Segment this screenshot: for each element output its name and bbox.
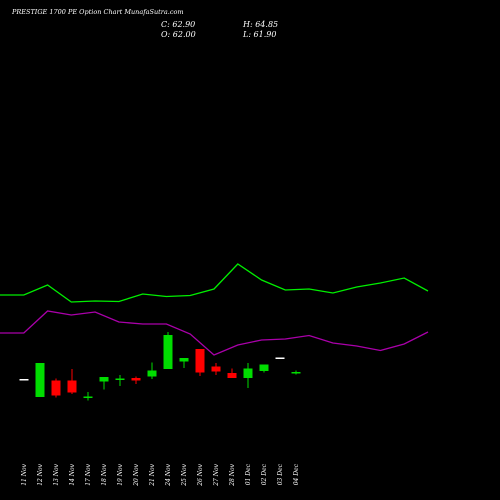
candle <box>211 363 221 375</box>
candle <box>179 358 189 368</box>
candle-body <box>243 368 253 378</box>
candle <box>243 363 253 388</box>
x-tick-label: 26 Nov <box>197 463 204 486</box>
candle-body <box>259 364 269 371</box>
candle-body <box>131 378 141 381</box>
candle <box>115 375 125 386</box>
candle <box>195 349 205 376</box>
candle <box>83 392 93 401</box>
x-tick-label: 12 Nov <box>37 463 44 485</box>
x-tick-label: 25 Nov <box>181 463 188 486</box>
candle-body <box>99 377 109 382</box>
candle-body <box>275 357 285 359</box>
x-tick-label: 04 Dec <box>293 463 300 485</box>
x-tick-label: 21 Nov <box>149 463 156 486</box>
candle-body <box>115 378 125 380</box>
close-readout: C: 62.90 <box>161 20 195 29</box>
chart-title: PRESTIGE 1700 PE Option Chart MunafaSutr… <box>11 8 184 16</box>
x-tick-label: 13 Nov <box>53 463 60 485</box>
x-tick-label: 02 Dec <box>261 463 268 485</box>
high-readout: H: 64.85 <box>242 20 278 29</box>
candle <box>147 362 157 379</box>
x-tick-label: 14 Nov <box>69 463 76 485</box>
candle-body <box>195 349 205 373</box>
candle-body <box>147 370 157 377</box>
candle-body <box>83 396 93 398</box>
candle <box>227 368 237 378</box>
candle <box>99 377 109 390</box>
candle <box>259 364 269 373</box>
low-readout: L: 61.90 <box>242 30 276 39</box>
candlestick-series <box>19 332 301 401</box>
candle-body <box>35 363 45 397</box>
x-tick-label: 01 Dec <box>245 463 252 485</box>
x-tick-label: 17 Nov <box>85 463 92 485</box>
candle-body <box>227 373 237 378</box>
candle <box>275 357 285 359</box>
x-tick-label: 19 Nov <box>117 463 124 485</box>
x-tick-label: 27 Nov <box>213 463 220 486</box>
candle-body <box>51 380 61 396</box>
candle-body <box>179 358 189 362</box>
candle-body <box>67 380 77 393</box>
lower-line <box>0 310 429 356</box>
indicator-lines <box>0 263 429 356</box>
candle-body <box>163 335 173 369</box>
x-tick-label: 11 Nov <box>21 463 28 485</box>
candle <box>19 379 29 381</box>
candle <box>163 332 173 369</box>
candle <box>291 370 301 375</box>
x-tick-label: 28 Nov <box>229 463 236 486</box>
candle-body <box>19 379 29 381</box>
candle <box>51 378 61 398</box>
open-readout: O: 62.00 <box>161 30 196 39</box>
upper-line <box>0 263 429 303</box>
candle-body <box>211 366 221 372</box>
x-tick-label: 03 Dec <box>277 463 284 485</box>
x-axis-labels: 11 Nov 12 Nov 13 Nov 14 Nov 17 Nov 18 Nov 19 N… <box>21 463 300 486</box>
candle-body <box>291 372 301 374</box>
candle <box>131 376 141 384</box>
candle <box>35 363 45 397</box>
x-tick-label: 24 Nov <box>165 463 172 486</box>
x-tick-label: 20 Nov <box>133 463 140 486</box>
x-tick-label: 18 Nov <box>101 463 108 485</box>
candle <box>67 369 77 394</box>
